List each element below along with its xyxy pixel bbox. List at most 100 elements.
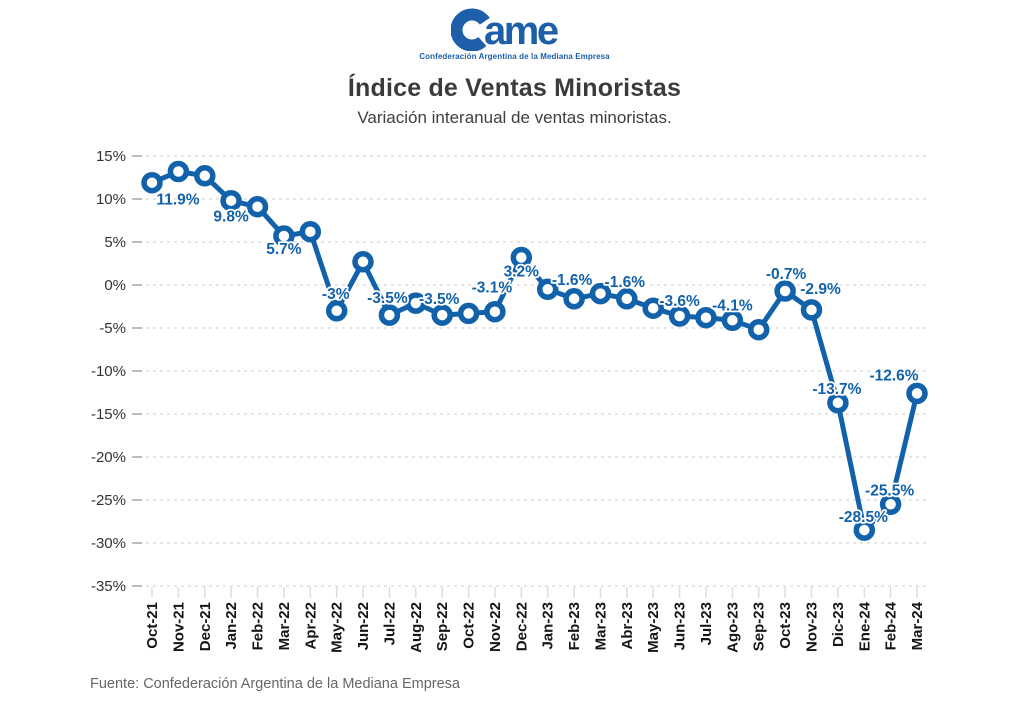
data-point bbox=[220, 189, 242, 212]
y-axis-label: -30% bbox=[91, 535, 126, 552]
x-axis-label: Jun-23 bbox=[672, 602, 689, 650]
y-axis-label: -20% bbox=[91, 449, 126, 466]
x-axis-label: Mar-23 bbox=[593, 602, 610, 650]
data-point bbox=[827, 392, 849, 414]
data-point bbox=[141, 171, 163, 194]
data-label: 11.9% bbox=[156, 192, 199, 209]
x-axis-label: Ene-24 bbox=[856, 601, 873, 651]
data-point bbox=[378, 304, 401, 326]
page-title: Índice de Ventas Minoristas bbox=[347, 74, 682, 102]
x-axis-label: Oct-21 bbox=[144, 602, 161, 649]
y-axis-label: -25% bbox=[91, 492, 126, 509]
source-note: Fuente: Confederación Argentina de la Me… bbox=[90, 676, 460, 692]
x-axis-label: Feb-23 bbox=[566, 602, 583, 650]
data-label: -3.1% bbox=[472, 280, 513, 297]
x-axis-label: Mar-24 bbox=[909, 601, 926, 650]
x-axis-label: Dec-21 bbox=[197, 602, 214, 651]
data-point bbox=[668, 305, 691, 327]
x-axis-label: Feb-24 bbox=[883, 601, 900, 650]
data-point bbox=[457, 302, 480, 325]
data-point bbox=[273, 225, 295, 247]
came-logo-mark: ame bbox=[450, 8, 560, 51]
data-point bbox=[774, 280, 796, 302]
data-label: 3.2% bbox=[504, 264, 540, 281]
data-label: -4.1% bbox=[712, 297, 753, 314]
data-label: -3% bbox=[322, 286, 350, 303]
x-axis-label: Apr-22 bbox=[302, 602, 319, 650]
came-logo: ame Confederación Argentina de la Median… bbox=[415, 5, 615, 61]
page-subtitle: Variación interanual de ventas minorista… bbox=[357, 108, 672, 127]
series-line bbox=[149, 169, 920, 533]
y-axis-label: 0% bbox=[104, 277, 126, 294]
x-axis-label: Jul-22 bbox=[381, 602, 398, 645]
data-label: -3.5% bbox=[367, 290, 408, 307]
x-axis-label: Dic-23 bbox=[830, 602, 847, 647]
x-axis-label: Ago-23 bbox=[724, 602, 741, 653]
data-label: -3.5% bbox=[419, 291, 460, 308]
data-point bbox=[721, 309, 744, 332]
data-point bbox=[431, 304, 453, 326]
data-label: -3.6% bbox=[659, 293, 700, 310]
data-point bbox=[563, 288, 585, 310]
x-axis-label: Oct-22 bbox=[461, 602, 478, 649]
data-point bbox=[246, 195, 269, 218]
x-axis-label: May-22 bbox=[329, 602, 346, 653]
x-axis-label: Nov-22 bbox=[487, 602, 504, 652]
x-axis-label: Jan-22 bbox=[223, 602, 240, 650]
data-point bbox=[906, 382, 928, 405]
y-axis-label: -35% bbox=[91, 578, 126, 595]
x-axis-label: Jan-23 bbox=[540, 602, 557, 650]
data-point bbox=[800, 299, 823, 321]
x-axis-label: Sep-22 bbox=[434, 602, 451, 651]
y-axis-label: 5% bbox=[104, 234, 126, 251]
data-label: -25.5% bbox=[865, 482, 914, 499]
y-axis-label: -10% bbox=[91, 363, 126, 380]
data-point bbox=[642, 297, 664, 319]
data-point bbox=[325, 300, 348, 322]
x-axis-label: Jul-23 bbox=[698, 602, 715, 645]
y-axis-label: 15% bbox=[96, 148, 126, 165]
data-point bbox=[536, 278, 559, 301]
data-label: 9.8% bbox=[213, 209, 249, 226]
data-point bbox=[879, 493, 902, 516]
x-axis-label: Jun-22 bbox=[355, 602, 372, 650]
data-label: -2.9% bbox=[800, 281, 841, 298]
x-axis-label: Abr-23 bbox=[619, 602, 636, 650]
data-point bbox=[167, 160, 190, 183]
x-axis-label: Nov-23 bbox=[804, 602, 821, 652]
data-label: -0.7% bbox=[766, 266, 807, 283]
came-logo-c-icon bbox=[450, 8, 493, 51]
y-axis-label: 10% bbox=[96, 191, 126, 208]
y-axis-label: -15% bbox=[91, 406, 126, 423]
data-label: -28.5% bbox=[839, 509, 888, 526]
came-logo-text: ame bbox=[484, 9, 558, 51]
data-point bbox=[616, 288, 638, 310]
data-label: -13.7% bbox=[812, 381, 861, 398]
data-point bbox=[695, 306, 717, 329]
x-axis-label: May-23 bbox=[645, 602, 662, 653]
data-label: -1.6% bbox=[552, 272, 593, 289]
x-axis-label: Oct-23 bbox=[777, 602, 794, 649]
data-label: -1.6% bbox=[605, 274, 646, 291]
x-axis-label: Feb-22 bbox=[250, 602, 267, 650]
x-axis-label: Mar-22 bbox=[276, 602, 293, 650]
came-logo-tagline: Confederación Argentina de la Mediana Em… bbox=[419, 52, 610, 61]
data-point bbox=[589, 282, 612, 305]
data-point bbox=[405, 292, 427, 314]
x-axis-label: Dec-22 bbox=[513, 602, 530, 651]
x-axis-label: Aug-22 bbox=[408, 602, 425, 653]
data-point bbox=[747, 318, 770, 341]
y-axis-label: -5% bbox=[99, 320, 126, 337]
x-axis-label: Nov-21 bbox=[170, 602, 187, 652]
data-point bbox=[352, 251, 374, 273]
data-point bbox=[853, 519, 876, 541]
data-label: 5.7% bbox=[266, 241, 302, 258]
data-point bbox=[484, 300, 506, 323]
x-axis-label: Sep-23 bbox=[751, 602, 768, 651]
data-point bbox=[194, 165, 216, 187]
data-point bbox=[510, 246, 533, 269]
data-label: -12.6% bbox=[869, 367, 918, 384]
data-point bbox=[299, 220, 322, 243]
